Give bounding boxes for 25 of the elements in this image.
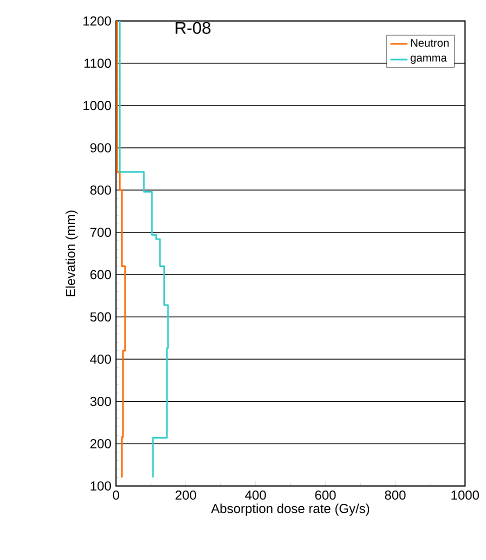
y-tick-label: 600 xyxy=(90,270,111,280)
line-series xyxy=(116,20,126,478)
y-tick-label: 900 xyxy=(90,143,111,152)
y-tick-label: 300 xyxy=(90,396,111,406)
y-axis-title: Elevation (mm) xyxy=(66,210,78,296)
y-tick-label: 200 xyxy=(90,439,111,448)
x-axis-title: Absorption dose rate (Gy/s) xyxy=(211,504,370,516)
legend-label: gamma xyxy=(410,56,447,64)
y-tick-label: 1200 xyxy=(84,16,111,26)
chart-title: R-08 xyxy=(176,22,210,34)
y-tick-label: 1000 xyxy=(84,100,111,110)
y-tick-label: 800 xyxy=(90,185,111,195)
line-series xyxy=(119,20,169,478)
x-tick-label: 600 xyxy=(315,490,336,500)
y-tick-label: 500 xyxy=(90,312,111,322)
y-tick-label: 400 xyxy=(90,354,111,364)
x-tick-label: 200 xyxy=(176,490,196,500)
x-tick-label: 1000 xyxy=(452,490,479,500)
x-tick-label: 400 xyxy=(245,490,266,500)
y-tick-label: 700 xyxy=(90,228,111,237)
x-tick-label: 0 xyxy=(112,490,120,500)
x-tick-label: 800 xyxy=(384,490,406,500)
legend-label: Neutron xyxy=(411,39,449,47)
y-tick-label: 100 xyxy=(90,481,111,491)
y-tick-label: 1100 xyxy=(84,58,111,68)
